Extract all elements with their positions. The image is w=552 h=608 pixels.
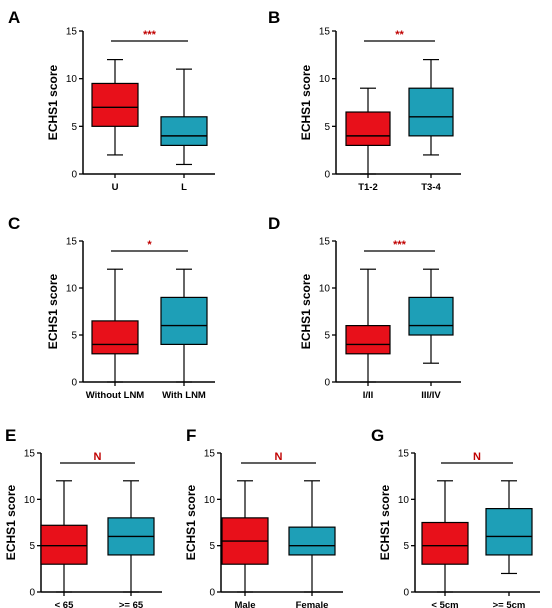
y-tick-label: 0: [209, 588, 215, 599]
panel-c: C ECHS1 score 0 5 10 15 Without LNM With LNM *: [8, 214, 215, 401]
x-tick-label: >= 5cm: [493, 600, 526, 608]
box-teal: [160, 68, 208, 166]
y-tick-label: 5: [209, 541, 215, 552]
box-red: [40, 480, 88, 593]
y-tick-label: 15: [204, 449, 216, 460]
x-tick-label: < 5cm: [431, 600, 458, 608]
y-tick-label: 5: [324, 122, 330, 133]
box-iqr: [345, 325, 391, 355]
x-tick-label: Female: [296, 600, 329, 608]
panel-letter: F: [186, 426, 196, 445]
y-tick-label: 10: [319, 284, 331, 295]
x-tick-label: L: [181, 182, 187, 193]
y-tick-label: 0: [324, 378, 330, 389]
y-tick-label: 5: [403, 541, 409, 552]
y-tick-label: 5: [71, 122, 77, 133]
y-tick-label: 10: [24, 495, 36, 506]
x-tick-label: T1-2: [358, 182, 378, 193]
y-axis-label: ECHS1 score: [299, 273, 313, 349]
y-axis-label: ECHS1 score: [46, 273, 60, 349]
y-tick-label: 15: [66, 237, 78, 248]
box-red: [345, 268, 391, 383]
box-red: [221, 480, 269, 593]
panel-g: G ECHS1 score 0 5 10 15 < 5cm >= 5cm N: [371, 426, 540, 608]
panel-letter: A: [8, 8, 20, 27]
y-tick-label: 0: [71, 170, 77, 181]
x-tick-label: Without LNM: [86, 390, 145, 401]
significance-label: N: [94, 451, 102, 463]
box-iqr: [91, 320, 139, 355]
significance-label: *: [147, 239, 152, 251]
panel-f: F ECHS1 score 0 5 10 15 Male Female N: [184, 426, 343, 608]
panel-letter: B: [268, 8, 280, 27]
x-tick-label: I/II: [363, 390, 374, 401]
y-tick-label: 5: [324, 331, 330, 342]
box-red: [345, 87, 391, 175]
box-teal: [160, 268, 208, 383]
y-tick-label: 15: [398, 449, 410, 460]
x-tick-label: U: [112, 182, 119, 193]
box-iqr: [485, 508, 533, 556]
significance-label: ***: [393, 239, 407, 251]
y-tick-label: 15: [66, 27, 78, 38]
x-tick-label: >= 65: [119, 600, 144, 608]
panel-letter: E: [5, 426, 16, 445]
box-red: [91, 58, 139, 156]
y-tick-label: 0: [29, 588, 35, 599]
box-red: [91, 268, 139, 383]
significance-label: N: [473, 451, 481, 463]
y-tick-label: 10: [66, 74, 78, 85]
y-tick-label: 0: [403, 588, 409, 599]
box-teal: [288, 480, 336, 593]
y-axis-label: ECHS1 score: [299, 64, 313, 140]
box-iqr: [160, 116, 208, 147]
y-tick-label: 10: [204, 495, 216, 506]
y-tick-label: 0: [71, 378, 77, 389]
box-teal: [485, 480, 533, 575]
x-tick-label: III/IV: [421, 390, 441, 401]
panel-letter: D: [268, 214, 280, 233]
panel-d: D ECHS1 score 0 5 10 15 I/II III/IV ***: [268, 214, 461, 401]
y-tick-label: 0: [324, 170, 330, 181]
box-teal: [107, 480, 155, 593]
panel-b: B ECHS1 score 0 5 10 15 T1-2 T3-4 **: [268, 8, 461, 193]
y-axis-label: ECHS1 score: [4, 484, 18, 560]
box-teal: [408, 58, 454, 156]
y-tick-label: 5: [29, 541, 35, 552]
y-tick-label: 15: [24, 449, 36, 460]
significance-label: N: [275, 451, 283, 463]
box-teal: [408, 268, 454, 364]
box-iqr: [288, 526, 336, 556]
x-tick-label: < 65: [55, 600, 74, 608]
panel-a: A ECHS1 score 0 5 10 15 U L ***: [8, 8, 215, 193]
panel-letter: C: [8, 214, 20, 233]
y-tick-label: 10: [66, 284, 78, 295]
box-iqr: [421, 521, 469, 565]
y-tick-label: 15: [319, 237, 331, 248]
box-iqr: [91, 82, 139, 127]
box-iqr: [408, 87, 454, 137]
x-tick-label: T3-4: [421, 182, 441, 193]
significance-label: ***: [143, 29, 157, 41]
box-iqr: [345, 111, 391, 146]
panel-letter: G: [371, 426, 384, 445]
x-tick-label: With LNM: [162, 390, 206, 401]
y-axis-label: ECHS1 score: [378, 484, 392, 560]
y-tick-label: 10: [398, 495, 410, 506]
box-iqr: [40, 524, 88, 565]
y-axis-label: ECHS1 score: [184, 484, 198, 560]
panel-e: E ECHS1 score 0 5 10 15 < 65 >= 65 N: [4, 426, 162, 608]
y-tick-label: 5: [71, 331, 77, 342]
box-red: [421, 480, 469, 593]
box-iqr: [160, 296, 208, 345]
box-iqr: [408, 296, 454, 336]
x-tick-label: Male: [234, 600, 255, 608]
y-tick-label: 15: [319, 27, 331, 38]
y-axis-label: ECHS1 score: [46, 64, 60, 140]
y-tick-label: 10: [319, 74, 331, 85]
significance-label: **: [395, 29, 404, 41]
